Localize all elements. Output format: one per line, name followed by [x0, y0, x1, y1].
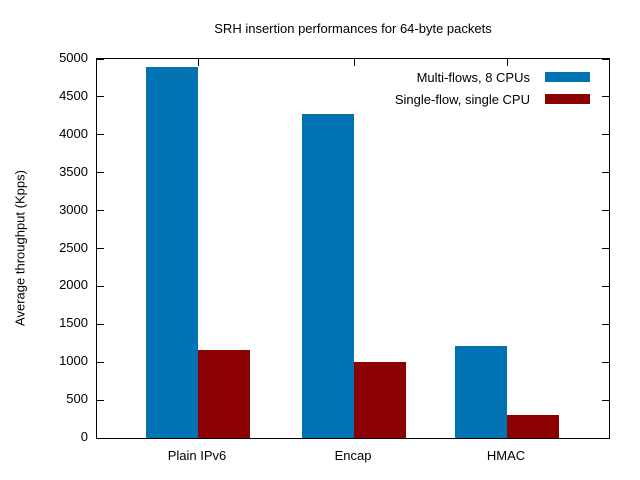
plot-area: Multi-flows, 8 CPUs Single-flow, single …	[96, 58, 610, 439]
y-tick-label: 4500	[59, 87, 88, 103]
y-tick-label: 3500	[59, 163, 88, 179]
y-tick-mark	[602, 96, 609, 98]
bar	[146, 66, 198, 438]
legend-label: Single-flow, single CPU	[394, 91, 530, 107]
y-tick-label: 2000	[59, 277, 88, 293]
y-tick-mark	[602, 361, 609, 363]
legend-swatch-icon	[545, 72, 590, 82]
x-category-label: Plain IPv6	[167, 448, 227, 463]
y-tick-label: 500	[66, 391, 88, 407]
x-tick-mark	[354, 59, 355, 66]
legend-item: Multi-flows, 8 CPUs	[395, 66, 590, 88]
y-tick-mark	[602, 172, 609, 174]
y-tick-mark	[97, 285, 104, 287]
y-tick-mark	[97, 399, 104, 401]
y-tick-label: 5000	[59, 50, 88, 65]
bar	[455, 346, 507, 438]
legend: Multi-flows, 8 CPUs Single-flow, single …	[395, 59, 590, 110]
y-tick-mark	[602, 399, 609, 401]
y-tick-mark	[97, 361, 104, 363]
y-tick-mark	[602, 323, 609, 325]
y-tick-label: 3000	[59, 201, 88, 217]
y-tick-mark	[602, 285, 609, 287]
bar	[507, 415, 559, 438]
y-tick-mark	[602, 58, 609, 60]
chart-title: SRH insertion performances for 64-byte p…	[214, 21, 492, 36]
y-tick-label: 2500	[59, 239, 88, 255]
y-tick-mark	[602, 437, 609, 439]
y-tick-mark	[602, 210, 609, 212]
bar	[198, 350, 250, 438]
y-tick-label: 1500	[59, 315, 88, 331]
y-tick-mark	[97, 172, 104, 174]
y-tick-mark	[97, 58, 104, 60]
y-tick-mark	[97, 323, 104, 325]
y-tick-mark	[97, 210, 104, 212]
bar	[302, 113, 354, 438]
y-tick-mark	[97, 437, 104, 439]
y-tick-mark	[97, 134, 104, 136]
x-category-label: HMAC	[486, 448, 526, 463]
y-tick-mark	[97, 248, 104, 249]
y-tick-mark	[97, 96, 104, 98]
legend-label: Multi-flows, 8 CPUs	[416, 69, 530, 85]
bar	[354, 362, 406, 438]
y-tick-label: 0	[80, 429, 88, 444]
x-tick-mark	[198, 59, 199, 66]
x-category-label: Encap	[334, 448, 372, 463]
y-tick-label: 1000	[59, 353, 88, 369]
legend-item: Single-flow, single CPU	[395, 88, 590, 110]
x-tick-mark	[507, 59, 508, 66]
legend-swatch-icon	[545, 94, 590, 104]
y-tick-mark	[602, 248, 609, 249]
y-tick-mark	[602, 134, 609, 136]
y-tick-label: 4000	[59, 125, 88, 141]
